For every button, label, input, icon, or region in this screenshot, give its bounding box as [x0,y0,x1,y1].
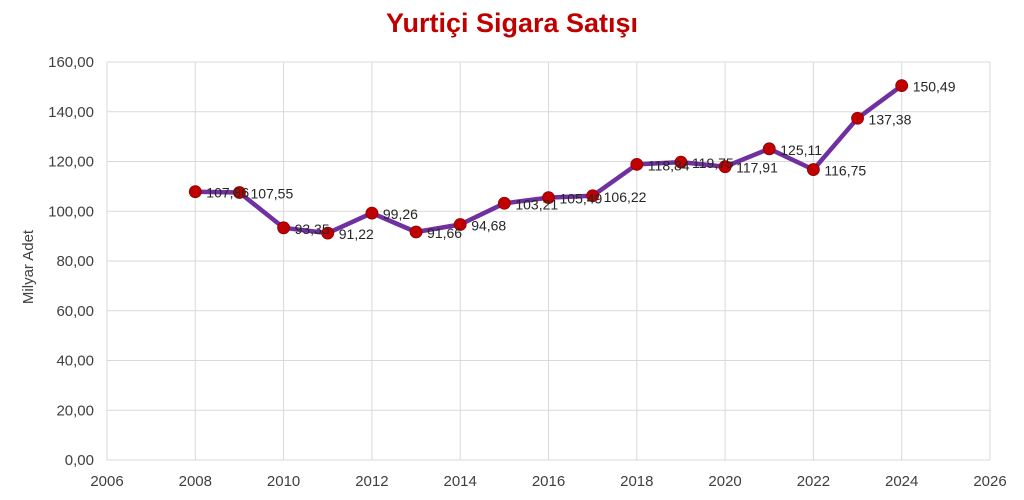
y-tick-label: 60,00 [56,303,94,320]
x-tick-label: 2012 [355,473,388,490]
data-label: 116,75 [824,163,866,179]
data-label: 125,11 [780,142,822,158]
axis-labels: 0,00 20,00 40,00 60,00 80,00 100,00 120,00 140,… [48,54,1007,490]
data-point [321,226,335,240]
data-label: 107,55 [250,185,293,201]
data-point [233,186,246,199]
data-point [851,111,864,125]
x-tick-label: 2024 [885,473,918,490]
data-point [188,185,202,199]
data-label: 99,26 [383,206,418,222]
y-tick-label: 0,00 [65,452,94,469]
data-label: 119,75 [692,155,734,171]
data-label: 105,49 [560,191,603,207]
x-tick-label: 2006 [90,473,123,490]
data-point [895,79,909,93]
x-tick-label: 2014 [444,473,477,490]
data-label-layer: 107,86 107,55 93,35 91,22 99,26 91,66 94,68 103… [206,79,955,242]
y-axis-title: Milyar Adet [20,229,37,304]
x-tick-label: 2010 [267,473,300,490]
data-point [542,191,555,204]
data-point [718,160,732,174]
data-point [277,221,291,235]
x-tick-label: 2016 [532,473,565,490]
y-tick-label: 140,00 [48,104,94,121]
data-label: 91,66 [427,225,462,241]
marker-layer [188,79,909,240]
data-point [807,163,820,176]
x-tick-label: 2018 [620,473,653,490]
data-label: 107,86 [206,185,249,201]
chart-title: Yurtiçi Sigara Satışı [385,8,639,38]
data-label: 93,35 [295,221,330,237]
y-tick-label: 100,00 [48,203,94,220]
data-label: 103,21 [515,196,558,212]
data-label: 94,68 [471,217,506,233]
data-point [409,225,423,239]
data-point [762,142,776,156]
x-tick-label: 2008 [179,473,212,490]
data-label: 137,38 [869,111,912,127]
data-label: 91,22 [339,226,374,242]
data-label: 150,49 [913,79,956,95]
data-point [453,218,467,231]
data-point [674,155,688,169]
data-label: 106,22 [604,189,647,205]
y-tick-label: 80,00 [56,253,94,270]
x-tick-label: 2026 [973,473,1006,490]
x-tick-label: 2020 [708,473,741,490]
data-label: 118,84 [648,157,690,173]
data-point [586,189,600,203]
data-label: 117,91 [736,160,778,176]
y-tick-label: 120,00 [48,154,94,171]
y-tick-label: 40,00 [56,353,94,370]
grid-lines [106,61,991,461]
data-point [630,157,644,171]
y-tick-label: 20,00 [56,402,94,419]
x-tick-label: 2022 [797,473,830,490]
data-point [497,196,511,210]
data-point [365,206,379,220]
y-tick-label: 160,00 [48,54,94,71]
